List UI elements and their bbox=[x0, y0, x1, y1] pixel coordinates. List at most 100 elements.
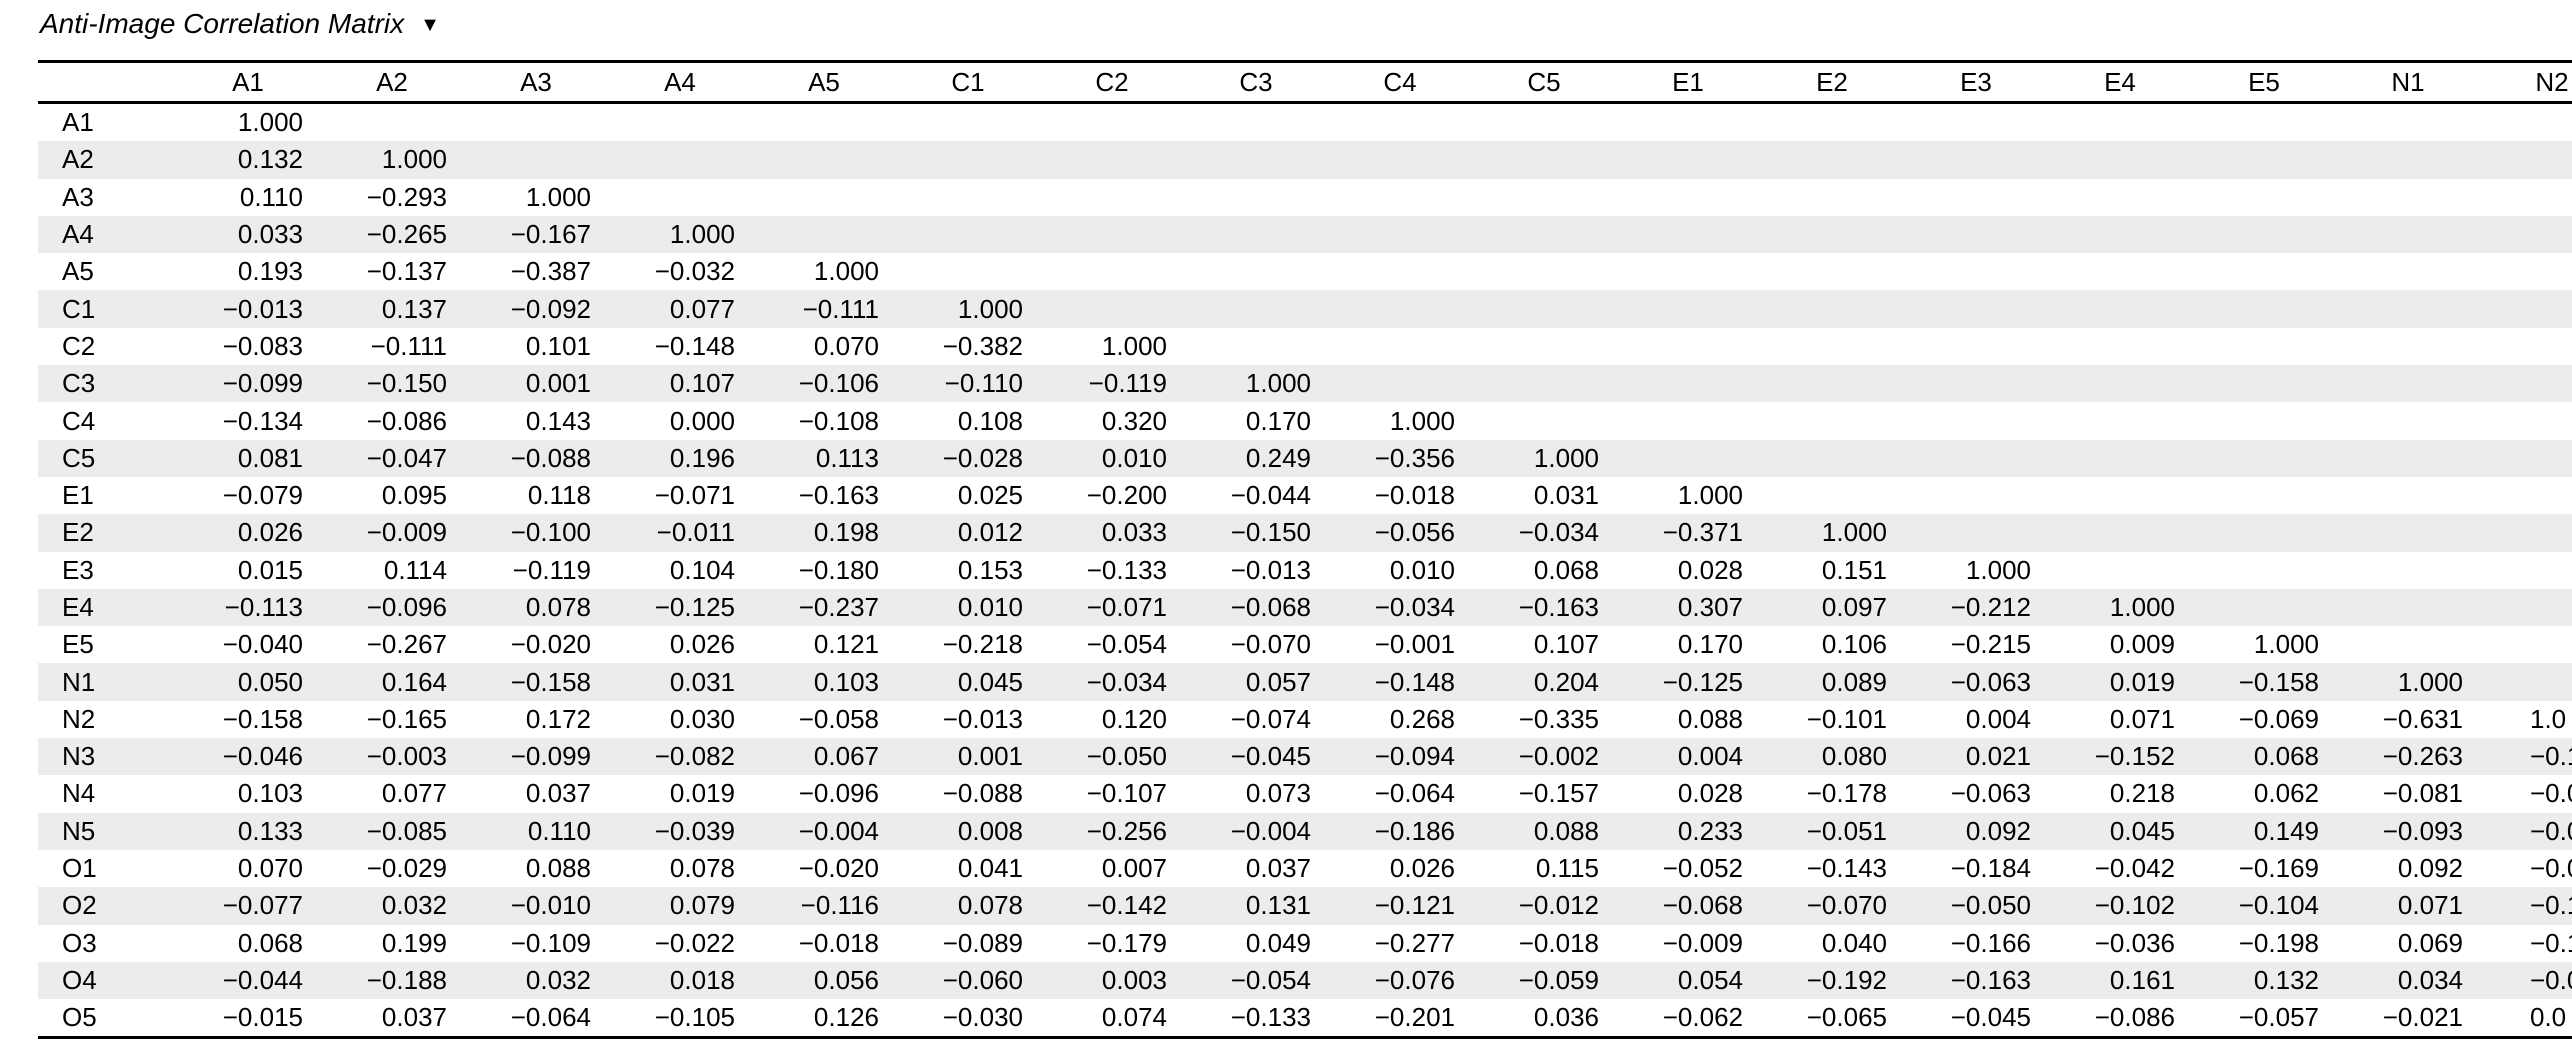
matrix-cell bbox=[1472, 328, 1616, 365]
matrix-cell: −0.263 bbox=[2382, 741, 2463, 772]
matrix-cell: −0.071 bbox=[1086, 592, 1167, 622]
table-row-E5: E5 −0.040 −0.267 −0.020 0.026 0.121 −0.218 −0.0… bbox=[38, 626, 2572, 663]
column-header-C2: C2 bbox=[1040, 61, 1184, 104]
collapse-dropdown-icon[interactable]: ▼ bbox=[420, 14, 440, 36]
matrix-cell: −0.166 bbox=[1950, 927, 2031, 958]
matrix-cell bbox=[896, 141, 1040, 178]
matrix-cell bbox=[2048, 365, 2192, 402]
matrix-cell bbox=[1904, 290, 2048, 327]
matrix-cell: 0.000 bbox=[669, 405, 735, 436]
matrix-cell bbox=[2480, 626, 2572, 663]
matrix-cell: −0.163 bbox=[1950, 964, 2031, 995]
matrix-cell: −0.104 bbox=[2238, 890, 2319, 921]
matrix-cell: 0.198 bbox=[813, 517, 879, 548]
row-label: A3 bbox=[62, 181, 94, 212]
matrix-cell: −0.256 bbox=[1086, 815, 1167, 846]
matrix-cell: 0.021 bbox=[1965, 741, 2031, 772]
matrix-cell: 0.110 bbox=[527, 815, 591, 846]
matrix-cell bbox=[1904, 328, 2048, 365]
matrix-cell bbox=[2480, 328, 2572, 365]
matrix-cell: −0.158 bbox=[2238, 666, 2319, 697]
row-label: O3 bbox=[62, 927, 97, 958]
matrix-cell bbox=[1328, 103, 1472, 142]
matrix-cell: −0.186 bbox=[1374, 815, 1455, 846]
matrix-cell: −0.044 bbox=[222, 964, 303, 995]
matrix-cell: 0.079 bbox=[669, 890, 735, 921]
matrix-cell: −0.267 bbox=[366, 629, 447, 660]
table-row-A4: A4 0.033 −0.265 −0.167 1.000 bbox=[38, 215, 2572, 254]
matrix-cell bbox=[1760, 365, 1904, 402]
matrix-cell: −0.293 bbox=[366, 181, 447, 212]
matrix-cell bbox=[1184, 290, 1328, 327]
matrix-cell: 0.077 bbox=[669, 293, 735, 324]
matrix-cell bbox=[1328, 290, 1472, 327]
matrix-cell bbox=[1760, 440, 1904, 477]
matrix-cell bbox=[1184, 253, 1328, 290]
matrix-cell: 1.000 bbox=[1101, 330, 1167, 361]
page-title[interactable]: Anti-Image Correlation Matrix bbox=[40, 8, 405, 39]
matrix-cell bbox=[1184, 103, 1328, 142]
matrix-cell: −0.105 bbox=[654, 1002, 735, 1033]
matrix-cell: −0.198 bbox=[2238, 927, 2319, 958]
matrix-cell: −0.059 bbox=[1518, 964, 1599, 995]
matrix-cell: −0.029 bbox=[366, 853, 447, 884]
matrix-cell bbox=[1184, 179, 1328, 216]
matrix-cell: −0.148 bbox=[654, 330, 735, 361]
matrix-cell: 0.015 bbox=[237, 554, 303, 585]
matrix-cell: −0.054 bbox=[1230, 964, 1311, 995]
matrix-cell: −0.237 bbox=[798, 592, 879, 622]
matrix-cell: −0.188 bbox=[366, 964, 447, 995]
matrix-cell: 0.233 bbox=[1677, 815, 1743, 846]
matrix-cell: 0.103 bbox=[813, 666, 879, 697]
matrix-cell bbox=[1472, 290, 1616, 327]
matrix-cell: −0.165 bbox=[366, 703, 447, 734]
matrix-cell bbox=[1904, 179, 2048, 216]
matrix-cell: −0.096 bbox=[366, 592, 447, 622]
matrix-cell bbox=[2336, 328, 2480, 365]
table-row-C5: C5 0.081 −0.047 −0.088 0.196 0.113 −0.028 0.010… bbox=[38, 439, 2572, 477]
matrix-cell bbox=[2048, 179, 2192, 216]
table-row-O4: O4 −0.044 −0.188 0.032 0.018 0.056 −0.060 0.003… bbox=[38, 961, 2572, 1000]
table-row-N5: N5 0.133 −0.085 0.110 −0.039 −0.004 0.008 −0.25… bbox=[38, 812, 2572, 850]
matrix-cell: 0.097 bbox=[1821, 592, 1887, 622]
matrix-cell: −0.100 bbox=[510, 517, 591, 548]
matrix-cell: 1.000 bbox=[813, 256, 879, 287]
matrix-cell bbox=[2192, 141, 2336, 178]
matrix-cell: −0.101 bbox=[1806, 703, 1887, 734]
table-row-A5: A5 0.193 −0.137 −0.387 −0.032 1.000 bbox=[38, 253, 2572, 290]
matrix-cell: 0.030 bbox=[669, 703, 735, 734]
matrix-cell bbox=[1616, 290, 1760, 327]
matrix-cell: 0.068 bbox=[237, 927, 303, 958]
matrix-cell: −0.034 bbox=[1374, 592, 1455, 622]
matrix-cell: 0.077 bbox=[381, 778, 447, 809]
column-header-C1: C1 bbox=[896, 61, 1040, 104]
matrix-cell: −0.107 bbox=[1086, 778, 1167, 809]
matrix-cell: −0.015 bbox=[222, 1002, 303, 1033]
matrix-cell: −0.004 bbox=[1230, 815, 1311, 846]
matrix-cell: −0.111 bbox=[802, 293, 879, 324]
matrix-cell: 0.037 bbox=[1245, 853, 1311, 884]
matrix-cell: −0.163 bbox=[1518, 592, 1599, 622]
matrix-cell: 0.107 bbox=[1533, 629, 1599, 660]
matrix-cell: −0.178 bbox=[1806, 778, 1887, 809]
matrix-cell: 0.057 bbox=[1245, 666, 1311, 697]
matrix-cell bbox=[2048, 514, 2192, 551]
table-row-E1: E1 −0.079 0.095 0.118 −0.071 −0.163 0.025 −0.20… bbox=[38, 477, 2572, 514]
table-row-C1: C1 −0.013 0.137 −0.092 0.077 −0.111 1.000 bbox=[38, 290, 2572, 328]
table-row-C3: C3 −0.099 −0.150 0.001 0.107 −0.106 −0.110 −0.1… bbox=[38, 365, 2572, 403]
matrix-cell: −0.034 bbox=[1086, 666, 1167, 697]
matrix-cell: −0.054 bbox=[1086, 629, 1167, 660]
matrix-cell: 0.170 bbox=[1677, 629, 1743, 660]
matrix-cell: 1.000 bbox=[1821, 517, 1887, 548]
row-label: O1 bbox=[62, 853, 97, 884]
matrix-cell: 0.089 bbox=[1821, 666, 1887, 697]
matrix-cell: 0.068 bbox=[1533, 554, 1599, 585]
matrix-cell: −0.133 bbox=[1086, 554, 1167, 585]
matrix-cell bbox=[2480, 179, 2572, 216]
matrix-cell: −0.076 bbox=[1374, 964, 1455, 995]
matrix-cell: −0.056 bbox=[1374, 517, 1455, 548]
column-header-A3: A3 bbox=[464, 61, 608, 104]
matrix-cell: −0.063 bbox=[1950, 666, 2031, 697]
matrix-cell bbox=[2192, 477, 2336, 514]
matrix-cell: 0.204 bbox=[1533, 666, 1599, 697]
